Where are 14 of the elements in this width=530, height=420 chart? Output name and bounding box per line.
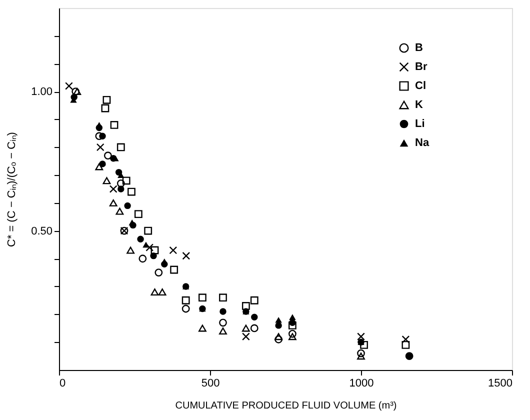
y-axis-title: C* = (C − Cᵢₙ)/(Cₒ − Cᵢₙ) [6, 132, 18, 247]
legend-label: Li [415, 118, 425, 130]
legend-label: Br [415, 61, 428, 73]
legend-label: Na [415, 137, 430, 149]
x-axis-title: CUMULATIVE PRODUCED FLUID VOLUME (m³) [175, 400, 397, 412]
legend-label: Cl [415, 80, 426, 92]
x-tick-label: 500 [201, 378, 220, 390]
x-tick-label: 0 [60, 378, 66, 390]
legend-label: K [415, 99, 423, 111]
y-tick-label: 0.50 [31, 225, 52, 238]
x-tick-label: 1500 [488, 378, 512, 390]
legend-label: B [415, 42, 423, 54]
x-tick-label: 1000 [349, 378, 374, 390]
y-tick-label: 1.00 [31, 86, 52, 98]
